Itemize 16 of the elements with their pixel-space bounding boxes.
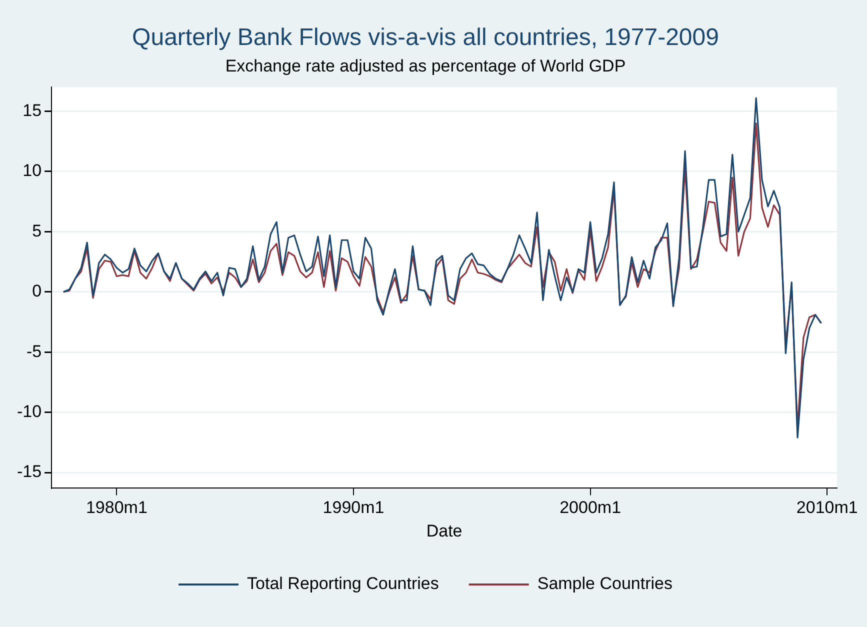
legend-label: Total Reporting Countries — [247, 574, 439, 594]
x-tick-label: 2010m1 — [796, 498, 858, 518]
x-axis-title: Date — [426, 521, 462, 540]
x-tick-label: 1990m1 — [322, 498, 384, 518]
x-tick-label: 1980m1 — [86, 498, 148, 518]
x-tick-label: 2000m1 — [560, 498, 622, 518]
chart-title: Quarterly Bank Flows vis-a-vis all countries, 1977-2009 — [132, 24, 719, 52]
chart-subtitle: Exchange rate adjusted as percentage of World GDP — [225, 56, 626, 76]
y-tick-label: 0 — [32, 282, 42, 301]
y-tick-label: 15 — [22, 100, 42, 120]
legend-label: Sample Countries — [537, 574, 672, 594]
y-tick-label: -15 — [16, 462, 42, 482]
y-tick-label: -10 — [16, 402, 42, 422]
y-tick-label: 5 — [32, 221, 42, 240]
y-tick-label: -5 — [26, 342, 42, 361]
y-tick-label: 10 — [22, 161, 42, 180]
